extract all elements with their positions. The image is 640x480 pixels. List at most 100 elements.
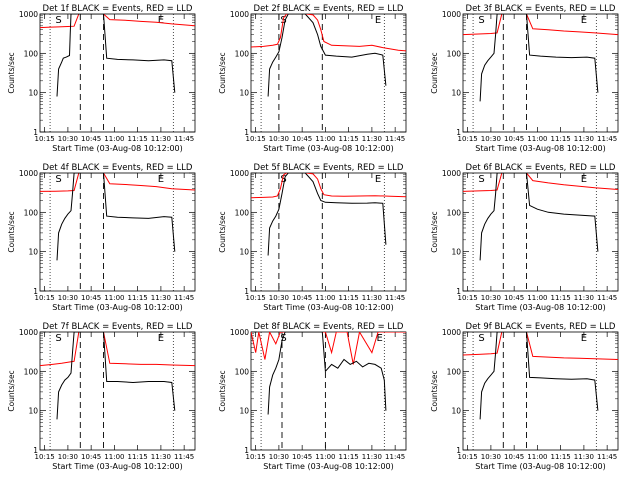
chart-panel-1: Det 1f BLACK = Events, RED = LLD 1 10 100 10… [7,4,196,153]
x-tick-label: 10:45 [292,294,312,302]
y-tick-label: 1000 [230,328,249,337]
plot-frame [462,172,619,292]
y-tick-label: 1000 [442,10,461,19]
series-lld-line [251,173,406,199]
chart-title: Det 5f BLACK = Events, RED = LLD [254,163,404,173]
y-tick-label: 1000 [230,169,249,178]
x-tick-label: 10:30 [58,294,78,302]
x-tick-label: 10:45 [81,135,101,143]
x-tick-label: 11:30 [574,135,594,143]
chart-panel-9: Det 9f BLACK = Events, RED = LLD 1 10 100 10… [430,322,619,471]
y-axis-label: Counts/sec [7,370,16,411]
y-axis-label: Counts/sec [7,211,16,252]
y-tick-label: 10 [451,407,461,416]
x-tick-label: 11:30 [574,453,594,461]
marker-e: E [158,174,164,185]
x-tick-label: 10:45 [504,453,524,461]
x-tick-label: 10:15 [246,453,266,461]
x-tick-label: 10:15 [458,453,478,461]
x-tick-label: 11:15 [128,135,148,143]
x-tick-label: 11:15 [551,135,571,143]
x-tick-label: 11:00 [527,294,547,302]
plot-frame [39,172,196,292]
y-axis-label: Counts/sec [7,52,16,93]
x-tick-label: 11:30 [362,135,382,143]
chart-title: Det 7f BLACK = Events, RED = LLD [43,322,193,332]
marker-e: E [158,15,164,26]
plot-frame [39,331,196,451]
marker-s: S [55,174,61,185]
x-tick-label: 11:15 [128,294,148,302]
series-lld-line [463,14,618,36]
series-events-line [56,173,176,261]
marker-s: S [55,333,61,344]
x-tick-label: 11:30 [151,453,171,461]
series-events-line [267,14,387,97]
x-tick-label: 10:45 [292,135,312,143]
series-lld-line [40,173,195,192]
y-tick-label: 1000 [19,10,38,19]
x-tick-label: 11:45 [385,294,405,302]
marker-e: E [581,15,587,26]
x-tick-label: 11:00 [315,294,335,302]
x-tick-label: 10:30 [481,453,501,461]
y-tick-label: 10 [28,248,38,257]
y-tick-label: 10 [28,407,38,416]
y-tick-label: 1 [456,287,461,296]
marker-s: S [280,174,286,185]
y-tick-label: 10 [451,248,461,257]
y-tick-label: 10 [28,89,38,98]
series-events-line [479,332,599,420]
x-tick-label: 10:15 [35,453,55,461]
x-tick-label: 10:30 [269,453,289,461]
chart-title: Det 9f BLACK = Events, RED = LLD [466,322,616,332]
y-tick-label: 100 [24,367,39,376]
x-tick-label: 10:45 [504,135,524,143]
y-tick-label: 100 [235,367,250,376]
chart-panel-4: Det 4f BLACK = Events, RED = LLD 1 10 100 10… [7,163,196,312]
series-events-line [56,14,176,97]
marker-e: E [581,333,587,344]
plot-frame [39,13,196,133]
y-tick-label: 1 [456,128,461,137]
y-tick-label: 1 [244,287,249,296]
marker-e: E [375,174,381,185]
chart-title: Det 4f BLACK = Events, RED = LLD [43,163,193,173]
x-tick-label: 11:45 [597,135,617,143]
y-tick-label: 1000 [19,169,38,178]
x-tick-label: 10:15 [246,294,266,302]
y-axis-label: Counts/sec [218,211,227,252]
x-tick-label: 10:30 [481,294,501,302]
y-tick-label: 1 [244,446,249,455]
x-tick-label: 11:15 [339,453,359,461]
y-tick-label: 1000 [230,10,249,19]
chart-title: Det 6f BLACK = Events, RED = LLD [466,163,616,173]
y-tick-label: 100 [24,208,39,217]
x-tick-label: 11:30 [151,294,171,302]
x-tick-label: 10:15 [35,135,55,143]
x-tick-label: 11:45 [385,453,405,461]
series-events-line [267,332,387,415]
x-tick-label: 10:30 [58,453,78,461]
chart-title: Det 3f BLACK = Events, RED = LLD [466,4,616,14]
chart-panel-5: Det 5f BLACK = Events, RED = LLD 1 10 100 10… [218,163,407,312]
y-tick-label: 1000 [442,328,461,337]
chart-panel-8: Det 8f BLACK = Events, RED = LLD 1 10 100 10… [218,322,407,471]
x-tick-label: 10:45 [81,453,101,461]
marker-e: E [375,15,381,26]
x-axis-label: Start Time (03-Aug-08 10:12:00) [475,303,606,312]
x-tick-label: 11:15 [128,453,148,461]
y-tick-label: 10 [239,248,249,257]
y-tick-label: 10 [451,89,461,98]
chart-panel-2: Det 2f BLACK = Events, RED = LLD 1 10 100 10… [218,4,407,153]
chart-title: Det 1f BLACK = Events, RED = LLD [43,4,193,14]
y-tick-label: 1 [33,446,38,455]
chart-panel-6: Det 6f BLACK = Events, RED = LLD 1 10 100 10… [430,163,619,312]
x-tick-label: 11:45 [597,453,617,461]
y-axis-label: Counts/sec [218,52,227,93]
series-events-line [56,332,176,420]
y-tick-label: 1000 [19,328,38,337]
x-tick-label: 11:00 [104,453,124,461]
y-tick-label: 1000 [442,169,461,178]
